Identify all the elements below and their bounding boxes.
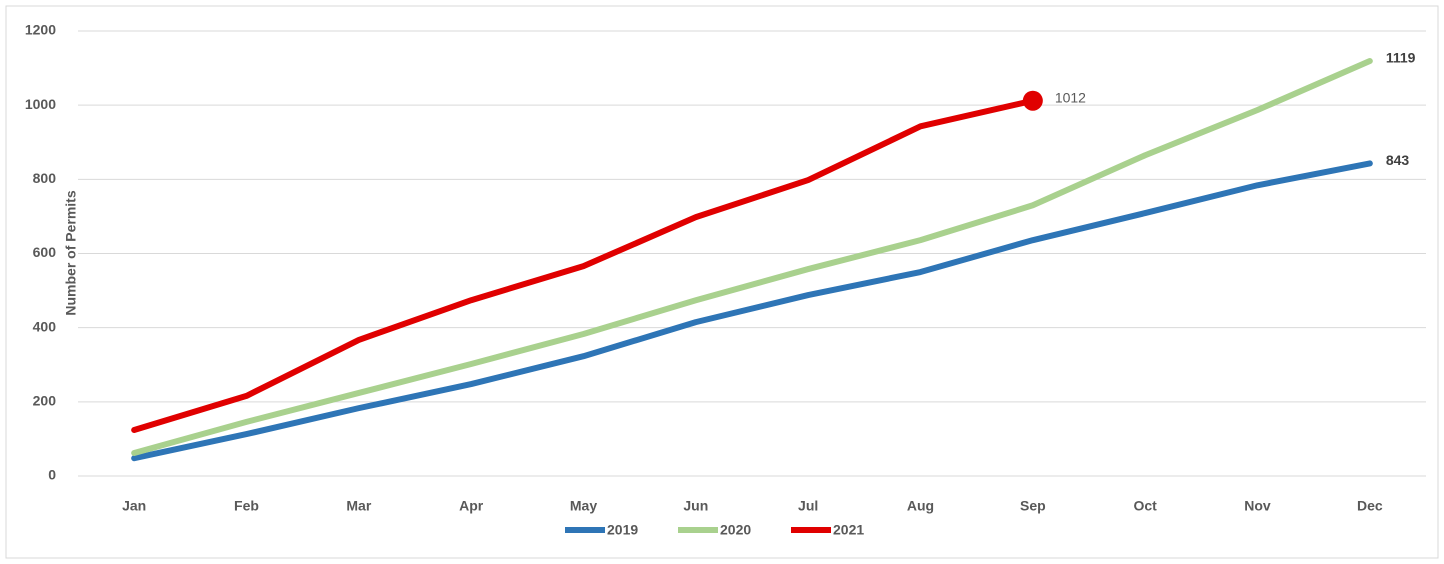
series-line bbox=[131, 58, 1373, 457]
x-tick-label: Nov bbox=[1244, 498, 1271, 514]
data-label: 843 bbox=[1386, 152, 1410, 168]
x-tick-label: Dec bbox=[1357, 498, 1383, 514]
y-tick-label: 0 bbox=[48, 467, 56, 483]
y-tick-label: 400 bbox=[33, 318, 57, 334]
y-tick-label: 800 bbox=[33, 170, 57, 186]
legend-label: 2019 bbox=[607, 522, 638, 538]
y-tick-label: 1200 bbox=[25, 22, 56, 38]
x-tick-label: Mar bbox=[346, 498, 371, 514]
legend-label: 2021 bbox=[833, 522, 864, 538]
x-tick-label: Apr bbox=[459, 498, 484, 514]
y-axis-label: Number of Permits bbox=[63, 190, 79, 315]
x-tick-label: Oct bbox=[1133, 498, 1157, 514]
x-tick-label: Jun bbox=[683, 498, 708, 514]
x-tick-label: Jul bbox=[798, 498, 818, 514]
y-tick-label: 1000 bbox=[25, 96, 56, 112]
data-label: 1119 bbox=[1386, 50, 1416, 66]
x-tick-label: May bbox=[570, 498, 597, 514]
end-marker bbox=[1022, 90, 1043, 111]
x-tick-label: Feb bbox=[234, 498, 259, 514]
x-tick-label: Sep bbox=[1020, 498, 1046, 514]
series-line bbox=[131, 97, 1036, 434]
legend-label: 2020 bbox=[720, 522, 751, 538]
x-tick-label: Aug bbox=[907, 498, 934, 514]
series-line bbox=[131, 160, 1373, 462]
y-tick-label: 200 bbox=[33, 393, 57, 409]
data-label: 1012 bbox=[1055, 89, 1086, 105]
chart-border bbox=[5, 5, 1439, 559]
x-tick-label: Jan bbox=[122, 498, 146, 514]
y-tick-label: 600 bbox=[33, 244, 57, 260]
